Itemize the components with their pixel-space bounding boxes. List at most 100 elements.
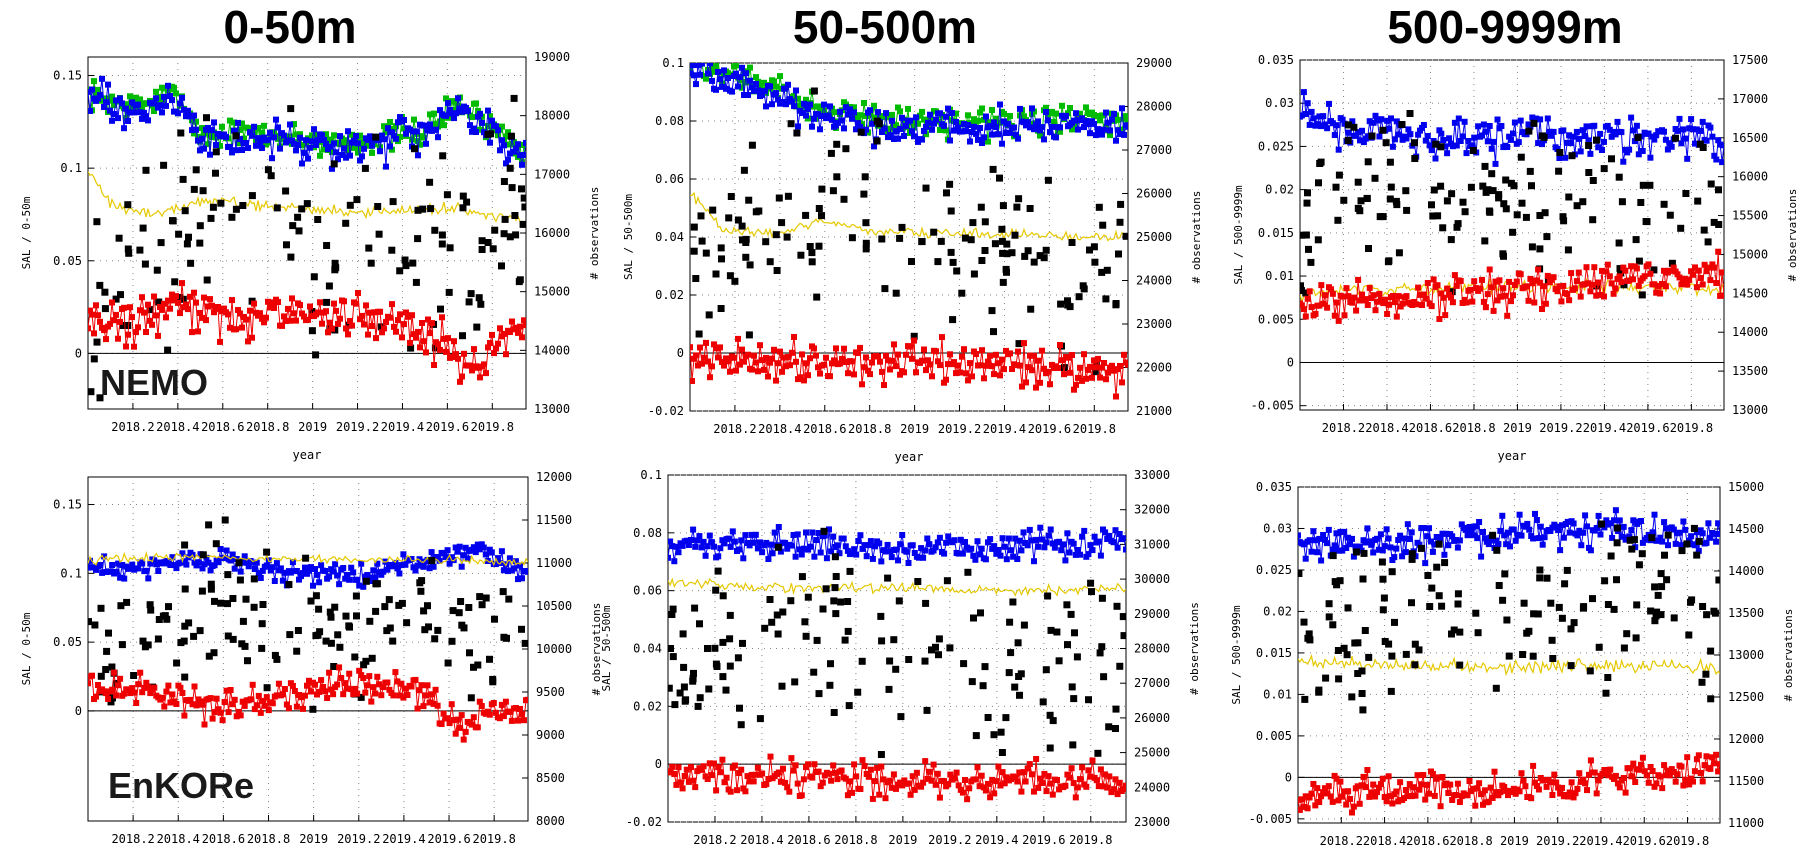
- y2-tick-label: 12500: [1728, 690, 1764, 704]
- series-red-point: [967, 360, 973, 367]
- series-black-point: [1519, 651, 1527, 658]
- series-red-point: [217, 338, 223, 345]
- series-red-point: [1504, 312, 1511, 319]
- series-red-point: [811, 761, 818, 768]
- series-red-point: [1684, 281, 1691, 288]
- series-red-point: [690, 378, 695, 384]
- series-red-point: [378, 692, 385, 699]
- series-black-point: [755, 207, 763, 215]
- series-red-point: [348, 686, 355, 693]
- series-red-point: [1715, 768, 1720, 775]
- y2-tick-label: 13500: [1728, 606, 1764, 620]
- series-black-point: [1007, 649, 1015, 657]
- series-red-point: [1404, 793, 1411, 800]
- series-blue-point: [1480, 529, 1486, 535]
- series-blue-point: [308, 564, 314, 571]
- series-red-point: [715, 354, 721, 361]
- series-red-point: [1375, 784, 1382, 791]
- series-blue-point: [748, 531, 755, 538]
- series-red-point: [1429, 770, 1436, 777]
- series-blue-point: [745, 92, 751, 98]
- y-tick-label: 0.01: [1263, 687, 1292, 701]
- y-tick-label: -0.005: [1249, 812, 1292, 826]
- x-tick-label: 2019.6: [427, 832, 470, 846]
- series-red-point: [1079, 764, 1086, 771]
- series-black-point: [1450, 626, 1458, 634]
- series-red-point: [1020, 769, 1027, 776]
- series-red-point: [1719, 269, 1724, 276]
- series-red-point: [427, 330, 433, 337]
- series-red-point: [1395, 798, 1402, 805]
- series-black-point: [105, 629, 112, 637]
- series-blue-point: [179, 94, 185, 101]
- series-red-point: [171, 297, 177, 304]
- series-blue-point: [1449, 143, 1456, 150]
- y2-tick-label: 8500: [536, 771, 565, 785]
- series-black-point: [1634, 134, 1642, 141]
- y2-tick-label: 12000: [1728, 732, 1764, 746]
- series-red-point: [704, 776, 711, 782]
- series-black-point: [1428, 584, 1436, 592]
- series-black-point: [242, 595, 250, 603]
- series-black-point: [465, 298, 473, 306]
- series-red-point: [1556, 283, 1563, 290]
- series-blue-point: [1300, 112, 1305, 119]
- series-black-point: [119, 322, 127, 329]
- series-red-point: [257, 310, 263, 317]
- series-black-point: [236, 576, 244, 584]
- series-red-point: [951, 775, 958, 782]
- model-label-nemo: NEMO: [100, 362, 208, 403]
- series-red-point: [1657, 773, 1664, 780]
- series-blue-point: [473, 129, 479, 135]
- series-red-point: [926, 768, 933, 775]
- series-blue-point: [696, 533, 703, 540]
- series-blue-point: [1420, 122, 1427, 128]
- series-blue-point: [793, 87, 799, 94]
- series-blue-point: [193, 562, 200, 569]
- series-red-point: [706, 760, 713, 767]
- series-red-point: [115, 682, 122, 689]
- series-red-point: [713, 345, 719, 352]
- series-blue-point: [685, 542, 692, 548]
- series-blue-point: [811, 115, 817, 122]
- series-blue-point: [1481, 535, 1488, 542]
- series-red-point: [765, 776, 772, 782]
- series-black-point: [1561, 580, 1569, 588]
- series-green-point: [161, 98, 167, 105]
- series-green-point: [219, 123, 225, 130]
- series-red-point: [117, 318, 123, 325]
- series-blue-point: [326, 573, 333, 580]
- series-blue-point: [1379, 547, 1386, 554]
- series-red-point: [1312, 802, 1319, 809]
- series-blue-point: [1003, 556, 1010, 563]
- series-blue-point: [825, 112, 831, 119]
- series-blue-point: [701, 53, 707, 59]
- series-black-point: [1703, 611, 1711, 619]
- y-tick-label: 0.02: [655, 288, 684, 302]
- series-black-point: [1429, 212, 1437, 220]
- series-red-point: [1025, 364, 1031, 371]
- series-black-point: [977, 203, 985, 211]
- series-blue-point: [1505, 529, 1511, 536]
- series-red-point: [1345, 293, 1352, 300]
- series-black-point: [1543, 233, 1551, 241]
- series-red-point: [1007, 350, 1013, 357]
- series-blue-point: [715, 69, 721, 75]
- series-blue-point: [995, 547, 1002, 553]
- series-red-point: [857, 786, 864, 792]
- series-blue-point: [426, 565, 433, 572]
- series-black-point: [357, 693, 365, 701]
- series-blue-point: [1087, 542, 1094, 549]
- series-red-point: [1418, 781, 1425, 788]
- series-blue-point: [332, 561, 339, 568]
- series-green-point: [421, 134, 427, 141]
- series-black-point: [1103, 266, 1111, 274]
- series-red-point: [838, 767, 845, 774]
- series-black-point: [478, 246, 486, 253]
- series-blue-point: [694, 537, 701, 544]
- series-blue-point: [501, 142, 507, 149]
- series-red-point: [1467, 286, 1474, 293]
- series-blue-point: [402, 561, 409, 568]
- series-blue-point: [1331, 132, 1338, 138]
- series-red-point: [1513, 278, 1520, 285]
